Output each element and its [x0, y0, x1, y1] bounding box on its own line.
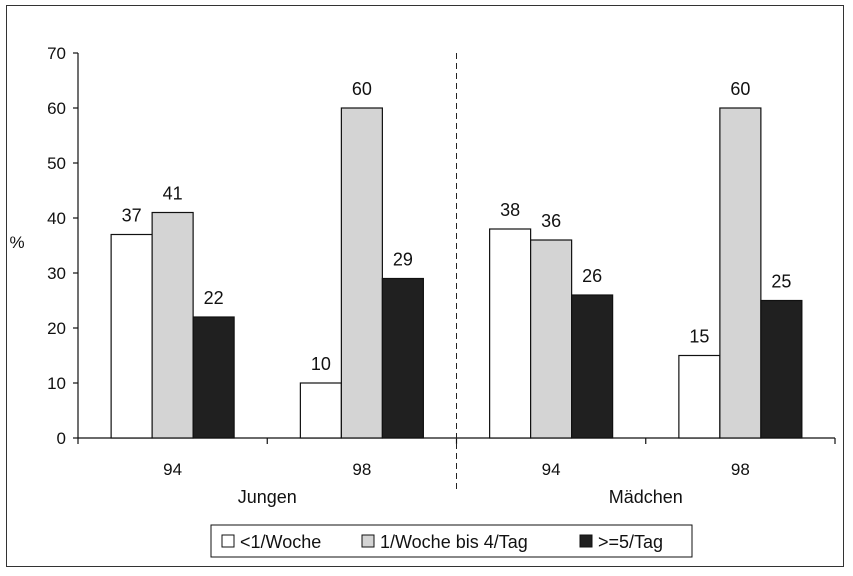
bar	[678, 354, 721, 439]
data-label: 36	[541, 211, 561, 231]
bars	[110, 107, 803, 439]
bar	[381, 277, 424, 439]
legend-label: 1/Woche bis 4/Tag	[380, 532, 528, 552]
data-label: 60	[730, 79, 750, 99]
y-tick-label: 0	[57, 429, 66, 448]
legend-swatch	[221, 534, 235, 548]
bar	[571, 294, 614, 439]
data-label: 29	[393, 250, 413, 270]
y-tick-label: 30	[47, 264, 66, 283]
data-label: 10	[311, 354, 331, 374]
legend-swatch	[579, 534, 593, 548]
data-label: 41	[163, 184, 183, 204]
bar	[110, 233, 153, 439]
bar	[760, 299, 803, 439]
data-label: 37	[122, 206, 142, 226]
data-label: 22	[204, 288, 224, 308]
x-tick-label: 94	[542, 460, 561, 479]
bar	[489, 228, 532, 439]
bar	[151, 211, 194, 439]
x-tick-label: 98	[731, 460, 750, 479]
y-tick-label: 10	[47, 374, 66, 393]
y-tick-label: 50	[47, 154, 66, 173]
y-tick-label: 60	[47, 99, 66, 118]
data-labels: 37 41 22 10 60 29 38 36 26 15 60 25	[122, 79, 792, 374]
x-tick-label: 98	[352, 460, 371, 479]
y-axis-label: %	[9, 233, 24, 252]
y-axis: 0 10 20 30 40 50 60 70	[47, 44, 79, 448]
bar	[530, 239, 573, 439]
group-label: Jungen	[238, 487, 297, 507]
data-label: 38	[500, 200, 520, 220]
x-tick-label: 94	[163, 460, 182, 479]
y-tick-label: 20	[47, 319, 66, 338]
bar	[299, 382, 342, 439]
y-tick-label: 70	[47, 44, 66, 63]
data-label: 26	[582, 266, 602, 286]
data-label: 60	[352, 79, 372, 99]
bar	[192, 316, 235, 439]
bar	[719, 107, 762, 439]
data-label: 15	[689, 327, 709, 347]
data-label: 25	[771, 272, 791, 292]
legend-swatch	[361, 534, 375, 548]
y-tick-label: 40	[47, 209, 66, 228]
legend-label: <1/Woche	[240, 532, 321, 552]
group-label: Mädchen	[609, 487, 683, 507]
legend-label: >=5/Tag	[598, 532, 663, 552]
legend: <1/Woche 1/Woche bis 4/Tag >=5/Tag	[210, 524, 693, 558]
bar	[340, 107, 383, 439]
legend-box	[210, 524, 693, 558]
